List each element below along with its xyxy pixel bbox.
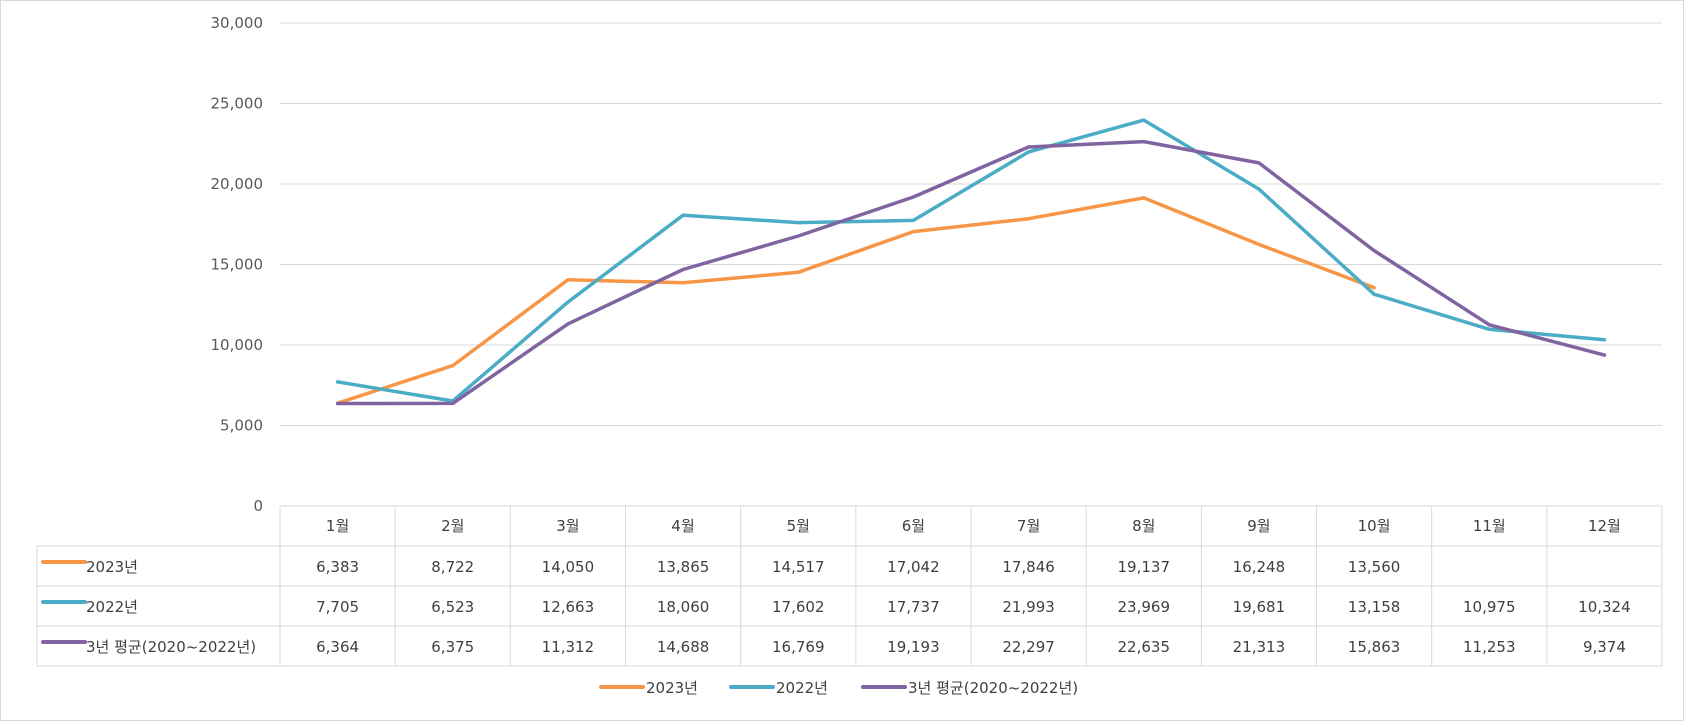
series-line-3 xyxy=(335,139,1607,406)
data-point xyxy=(911,195,916,199)
table-cell-value: 6,523 xyxy=(431,598,474,616)
table-cell-value: 11,312 xyxy=(542,638,595,656)
category-label: 12월 xyxy=(1588,517,1621,535)
data-point xyxy=(796,234,800,238)
table-cell-value: 19,681 xyxy=(1233,598,1286,616)
table-cell-value: 22,297 xyxy=(1002,638,1055,656)
table-cell-value: 9,374 xyxy=(1583,638,1626,656)
data-point xyxy=(1372,286,1376,290)
y-tick-label: 20,000 xyxy=(211,175,264,193)
category-label: 4월 xyxy=(671,517,694,535)
category-label: 8월 xyxy=(1132,517,1155,535)
category-label: 3월 xyxy=(556,517,579,535)
table-series-name: 2022년 xyxy=(86,598,138,616)
legend-label: 3년 평균(2020~2022년) xyxy=(908,679,1078,697)
table-cell-value: 11,253 xyxy=(1463,638,1516,656)
data-point xyxy=(1026,217,1031,221)
table-cell-value: 16,769 xyxy=(772,638,825,656)
data-point xyxy=(451,401,455,405)
table-cell-value: 14,517 xyxy=(772,558,825,576)
table-cell-value: 17,737 xyxy=(887,598,940,616)
data-point xyxy=(911,218,916,223)
table-cell-value: 14,050 xyxy=(542,558,595,576)
data-point xyxy=(1257,161,1261,165)
table-cell-value: 19,193 xyxy=(887,638,940,656)
table-cell-value: 13,560 xyxy=(1348,558,1401,576)
data-point xyxy=(566,300,570,304)
y-tick-label: 5,000 xyxy=(220,417,263,435)
category-label: 7월 xyxy=(1017,517,1040,535)
data-point xyxy=(796,270,800,274)
data-point xyxy=(566,322,570,326)
y-tick-label: 15,000 xyxy=(211,256,264,274)
data-point xyxy=(1142,139,1146,144)
category-label: 5월 xyxy=(787,517,810,535)
table-cell-value: 6,375 xyxy=(431,638,474,656)
table-cell-value: 17,846 xyxy=(1002,558,1055,576)
data-point xyxy=(1026,145,1031,149)
table-series-name: 2023년 xyxy=(86,558,138,576)
data-point xyxy=(566,278,570,282)
table-cell-value: 16,248 xyxy=(1233,558,1286,576)
data-point xyxy=(681,281,685,285)
data-point xyxy=(1372,292,1376,296)
category-label: 1월 xyxy=(326,517,349,535)
category-label: 11월 xyxy=(1473,517,1506,535)
table-cell-value: 18,060 xyxy=(657,598,710,616)
y-tick-label: 10,000 xyxy=(211,336,264,354)
data-point xyxy=(1257,187,1261,191)
y-tick-label: 0 xyxy=(253,497,263,515)
table-cell-value: 13,865 xyxy=(657,558,710,576)
data-point xyxy=(681,213,685,217)
table-cell-value: 6,364 xyxy=(316,638,359,656)
data-point xyxy=(1487,323,1491,327)
data-point xyxy=(1602,353,1607,357)
category-label: 2월 xyxy=(441,517,464,535)
table-cell-value: 6,383 xyxy=(316,558,359,576)
table-cell-value: 17,602 xyxy=(772,598,825,616)
table-cell-value: 8,722 xyxy=(431,558,474,576)
data-point xyxy=(1026,150,1031,154)
table-cell-value: 7,705 xyxy=(316,598,359,616)
data-point xyxy=(796,221,800,225)
data-point xyxy=(335,380,340,384)
y-tick-label: 30,000 xyxy=(211,14,264,32)
data-point xyxy=(1372,249,1376,253)
series-line-2 xyxy=(335,118,1607,403)
data-point xyxy=(1257,242,1261,247)
category-label: 9월 xyxy=(1247,517,1270,535)
data-point xyxy=(1487,327,1491,331)
y-tick-label: 25,000 xyxy=(211,95,264,113)
data-point xyxy=(335,401,340,406)
table-cell-value: 17,042 xyxy=(887,558,940,576)
data-point xyxy=(911,230,916,234)
table-cell-value: 23,969 xyxy=(1118,598,1171,616)
table-cell-value: 22,635 xyxy=(1118,638,1171,656)
table-cell-value: 12,663 xyxy=(542,598,595,616)
legend-label: 2022년 xyxy=(776,679,828,697)
table-series-name: 3년 평균(2020~2022년) xyxy=(86,638,256,656)
category-label: 6월 xyxy=(902,517,925,535)
table-cell-value: 21,993 xyxy=(1002,598,1055,616)
data-point xyxy=(1602,338,1607,342)
legend-label: 2023년 xyxy=(646,679,698,697)
table-cell-value: 14,688 xyxy=(657,638,710,656)
data-point xyxy=(681,267,685,272)
table-cell-value: 10,324 xyxy=(1578,598,1631,616)
series-line-1 xyxy=(335,196,1376,405)
table-cell-value: 13,158 xyxy=(1348,598,1401,616)
table-cell-value: 15,863 xyxy=(1348,638,1401,656)
data-point xyxy=(451,363,455,368)
table-cell-value: 19,137 xyxy=(1118,558,1171,576)
data-point xyxy=(1142,196,1146,200)
data-point xyxy=(1142,118,1146,122)
table-cell-value: 21,313 xyxy=(1233,638,1286,656)
table-cell-value: 10,975 xyxy=(1463,598,1516,616)
category-label: 10월 xyxy=(1358,517,1391,535)
